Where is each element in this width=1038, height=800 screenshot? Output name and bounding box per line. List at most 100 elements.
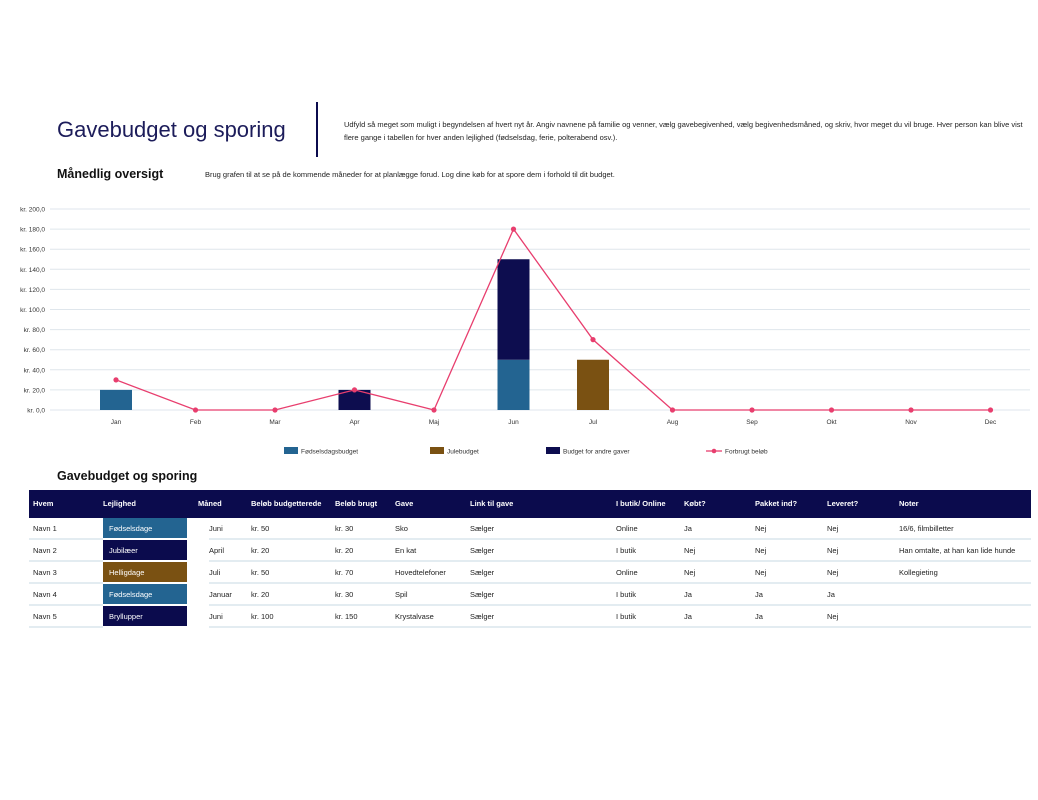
spent-line bbox=[115, 227, 991, 411]
cell-hvem[interactable]: Navn 5 bbox=[29, 605, 103, 628]
cell-hvem[interactable]: Navn 3 bbox=[29, 561, 103, 584]
legend-item: Forbrugt beløb bbox=[706, 449, 768, 456]
legend-item: Budget for andre gaver bbox=[546, 447, 630, 456]
cell-link-til-gave[interactable]: Sælger bbox=[470, 518, 616, 540]
column-header: Leveret? bbox=[827, 490, 899, 518]
cell-beløb-brugt[interactable]: kr. 30 bbox=[335, 518, 395, 540]
cell-noter[interactable]: Han omtalte, at han kan lide hunde bbox=[899, 539, 1031, 562]
overview-title: Månedlig oversigt bbox=[57, 167, 164, 181]
legend-label: Fødselsdagsbudget bbox=[301, 449, 358, 456]
cell-lejlighed[interactable]: Fødselsdage bbox=[103, 583, 209, 606]
cell-beløb-budgetterede[interactable]: kr. 20 bbox=[251, 583, 335, 606]
column-header: Link til gave bbox=[470, 490, 616, 518]
cell-købt[interactable]: Ja bbox=[684, 518, 755, 540]
cell-købt[interactable]: Ja bbox=[684, 583, 755, 606]
table-row[interactable]: Navn 2 Jubilæer April kr. 20 kr. 20 En kat Sæl… bbox=[29, 539, 1031, 562]
cell-måned[interactable]: Juni bbox=[198, 605, 251, 628]
x-tick-label: Jul bbox=[589, 419, 598, 426]
cell-leveret[interactable]: Nej bbox=[827, 539, 899, 562]
cell-beløb-brugt[interactable]: kr. 30 bbox=[335, 583, 395, 606]
spent-point bbox=[749, 407, 755, 413]
cell-lejlighed[interactable]: Bryllupper bbox=[103, 605, 209, 628]
column-header: Købt? bbox=[684, 490, 755, 518]
cell-måned[interactable]: Juni bbox=[198, 518, 251, 540]
cell-i-butik-online[interactable]: I butik bbox=[616, 605, 684, 628]
spent-point bbox=[987, 407, 994, 413]
x-tick-label: Jun bbox=[508, 419, 519, 426]
cell-beløb-budgetterede[interactable]: kr. 20 bbox=[251, 539, 335, 562]
cell-gave[interactable]: Sko bbox=[395, 518, 470, 540]
cell-pakket-ind[interactable]: Nej bbox=[755, 518, 827, 540]
cell-i-butik-online[interactable]: Online bbox=[616, 518, 684, 540]
y-tick-label: kr. 0,0 bbox=[27, 408, 45, 415]
x-tick-label: Maj bbox=[429, 419, 439, 426]
cell-i-butik-online[interactable]: Online bbox=[616, 561, 684, 584]
cell-måned[interactable]: April bbox=[198, 539, 251, 562]
y-tick-label: kr. 180,0 bbox=[20, 227, 45, 234]
spent-point bbox=[113, 377, 119, 383]
cell-måned[interactable]: Juli bbox=[198, 561, 251, 584]
cell-beløb-brugt[interactable]: kr. 70 bbox=[335, 561, 395, 584]
x-tick-label: Aug bbox=[667, 419, 679, 426]
cell-pakket-ind[interactable]: Nej bbox=[755, 539, 827, 562]
cell-lejlighed[interactable]: Fødselsdage bbox=[103, 518, 209, 540]
cell-beløb-budgetterede[interactable]: kr. 100 bbox=[251, 605, 335, 628]
column-header: Noter bbox=[899, 490, 1031, 518]
cell-pakket-ind[interactable]: Ja bbox=[755, 583, 827, 606]
column-header: I butik/ Online bbox=[616, 490, 684, 518]
y-tick-label: kr. 40,0 bbox=[24, 367, 46, 374]
cell-hvem[interactable]: Navn 2 bbox=[29, 539, 103, 562]
cell-lejlighed[interactable]: Jubilæer bbox=[103, 539, 209, 562]
cell-link-til-gave[interactable]: Sælger bbox=[470, 561, 616, 584]
cell-gave[interactable]: Krystalvase bbox=[395, 605, 470, 628]
x-tick-label: Feb bbox=[190, 419, 202, 426]
cell-link-til-gave[interactable]: Sælger bbox=[470, 583, 616, 606]
cell-link-til-gave[interactable]: Sælger bbox=[470, 539, 616, 562]
cell-lejlighed[interactable]: Helligdage bbox=[103, 561, 209, 584]
cell-købt[interactable]: Ja bbox=[684, 605, 755, 628]
cell-gave[interactable]: Hovedtelefoner bbox=[395, 561, 470, 584]
monthly-chart: kr. 0,0 kr. 20,0 kr. 40,0 kr. 60,0 kr. 80,0 k… bbox=[20, 207, 1030, 456]
column-header: Beløb brugt bbox=[335, 490, 395, 518]
y-tick-label: kr. 160,0 bbox=[20, 247, 45, 254]
spent-point bbox=[272, 407, 278, 413]
cell-hvem[interactable]: Navn 1 bbox=[29, 518, 103, 540]
cell-noter[interactable] bbox=[899, 583, 1031, 606]
cell-måned[interactable]: Januar bbox=[198, 583, 251, 606]
cell-købt[interactable]: Nej bbox=[684, 561, 755, 584]
bar-Budget for andre gaver bbox=[338, 389, 371, 410]
cell-købt[interactable]: Nej bbox=[684, 539, 755, 562]
cell-pakket-ind[interactable]: Ja bbox=[755, 605, 827, 628]
column-header: Hvem bbox=[29, 490, 103, 518]
cell-gave[interactable]: En kat bbox=[395, 539, 470, 562]
x-tick-label: Apr bbox=[349, 419, 360, 426]
cell-beløb-brugt[interactable]: kr. 20 bbox=[335, 539, 395, 562]
y-tick-label: kr. 100,0 bbox=[20, 307, 45, 314]
table-row[interactable]: Navn 3 Helligdage Juli kr. 50 kr. 70 Hovedtel… bbox=[29, 561, 1031, 584]
bar-Fødselsdagsbudget bbox=[497, 359, 530, 410]
x-tick-label: Okt bbox=[826, 419, 836, 426]
column-header: Lejlighed bbox=[103, 490, 198, 518]
table-row[interactable]: Navn 5 Bryllupper Juni kr. 100 kr. 150 Krysta… bbox=[29, 605, 1031, 628]
cell-beløb-budgetterede[interactable]: kr. 50 bbox=[251, 518, 335, 540]
cell-noter[interactable]: 16/6, filmbilletter bbox=[899, 518, 1031, 540]
table-row[interactable]: Navn 1 Fødselsdage Juni kr. 50 kr. 30 Sko Sælg… bbox=[29, 518, 1031, 540]
cell-beløb-budgetterede[interactable]: kr. 50 bbox=[251, 561, 335, 584]
gift-table: Hvem Lejlighed Måned Beløb budgetterede Belø… bbox=[29, 490, 1031, 628]
cell-link-til-gave[interactable]: Sælger bbox=[470, 605, 616, 628]
cell-noter[interactable] bbox=[899, 605, 1031, 628]
cell-i-butik-online[interactable]: I butik bbox=[616, 583, 684, 606]
cell-i-butik-online[interactable]: I butik bbox=[616, 539, 684, 562]
cell-pakket-ind[interactable]: Nej bbox=[755, 561, 827, 584]
bar-Budget for andre gaver bbox=[497, 259, 530, 360]
cell-leveret[interactable]: Ja bbox=[827, 583, 899, 606]
cell-hvem[interactable]: Navn 4 bbox=[29, 583, 103, 606]
cell-leveret[interactable]: Nej bbox=[827, 518, 899, 540]
cell-leveret[interactable]: Nej bbox=[827, 561, 899, 584]
table-row[interactable]: Navn 4 Fødselsdage Januar kr. 20 kr. 30 Spil S… bbox=[29, 583, 1031, 606]
cell-gave[interactable]: Spil bbox=[395, 583, 470, 606]
cell-noter[interactable]: Kollegieting bbox=[899, 561, 1031, 584]
cell-beløb-brugt[interactable]: kr. 150 bbox=[335, 605, 395, 628]
cell-leveret[interactable]: Nej bbox=[827, 605, 899, 628]
legend-item: Fødselsdagsbudget bbox=[284, 447, 358, 456]
